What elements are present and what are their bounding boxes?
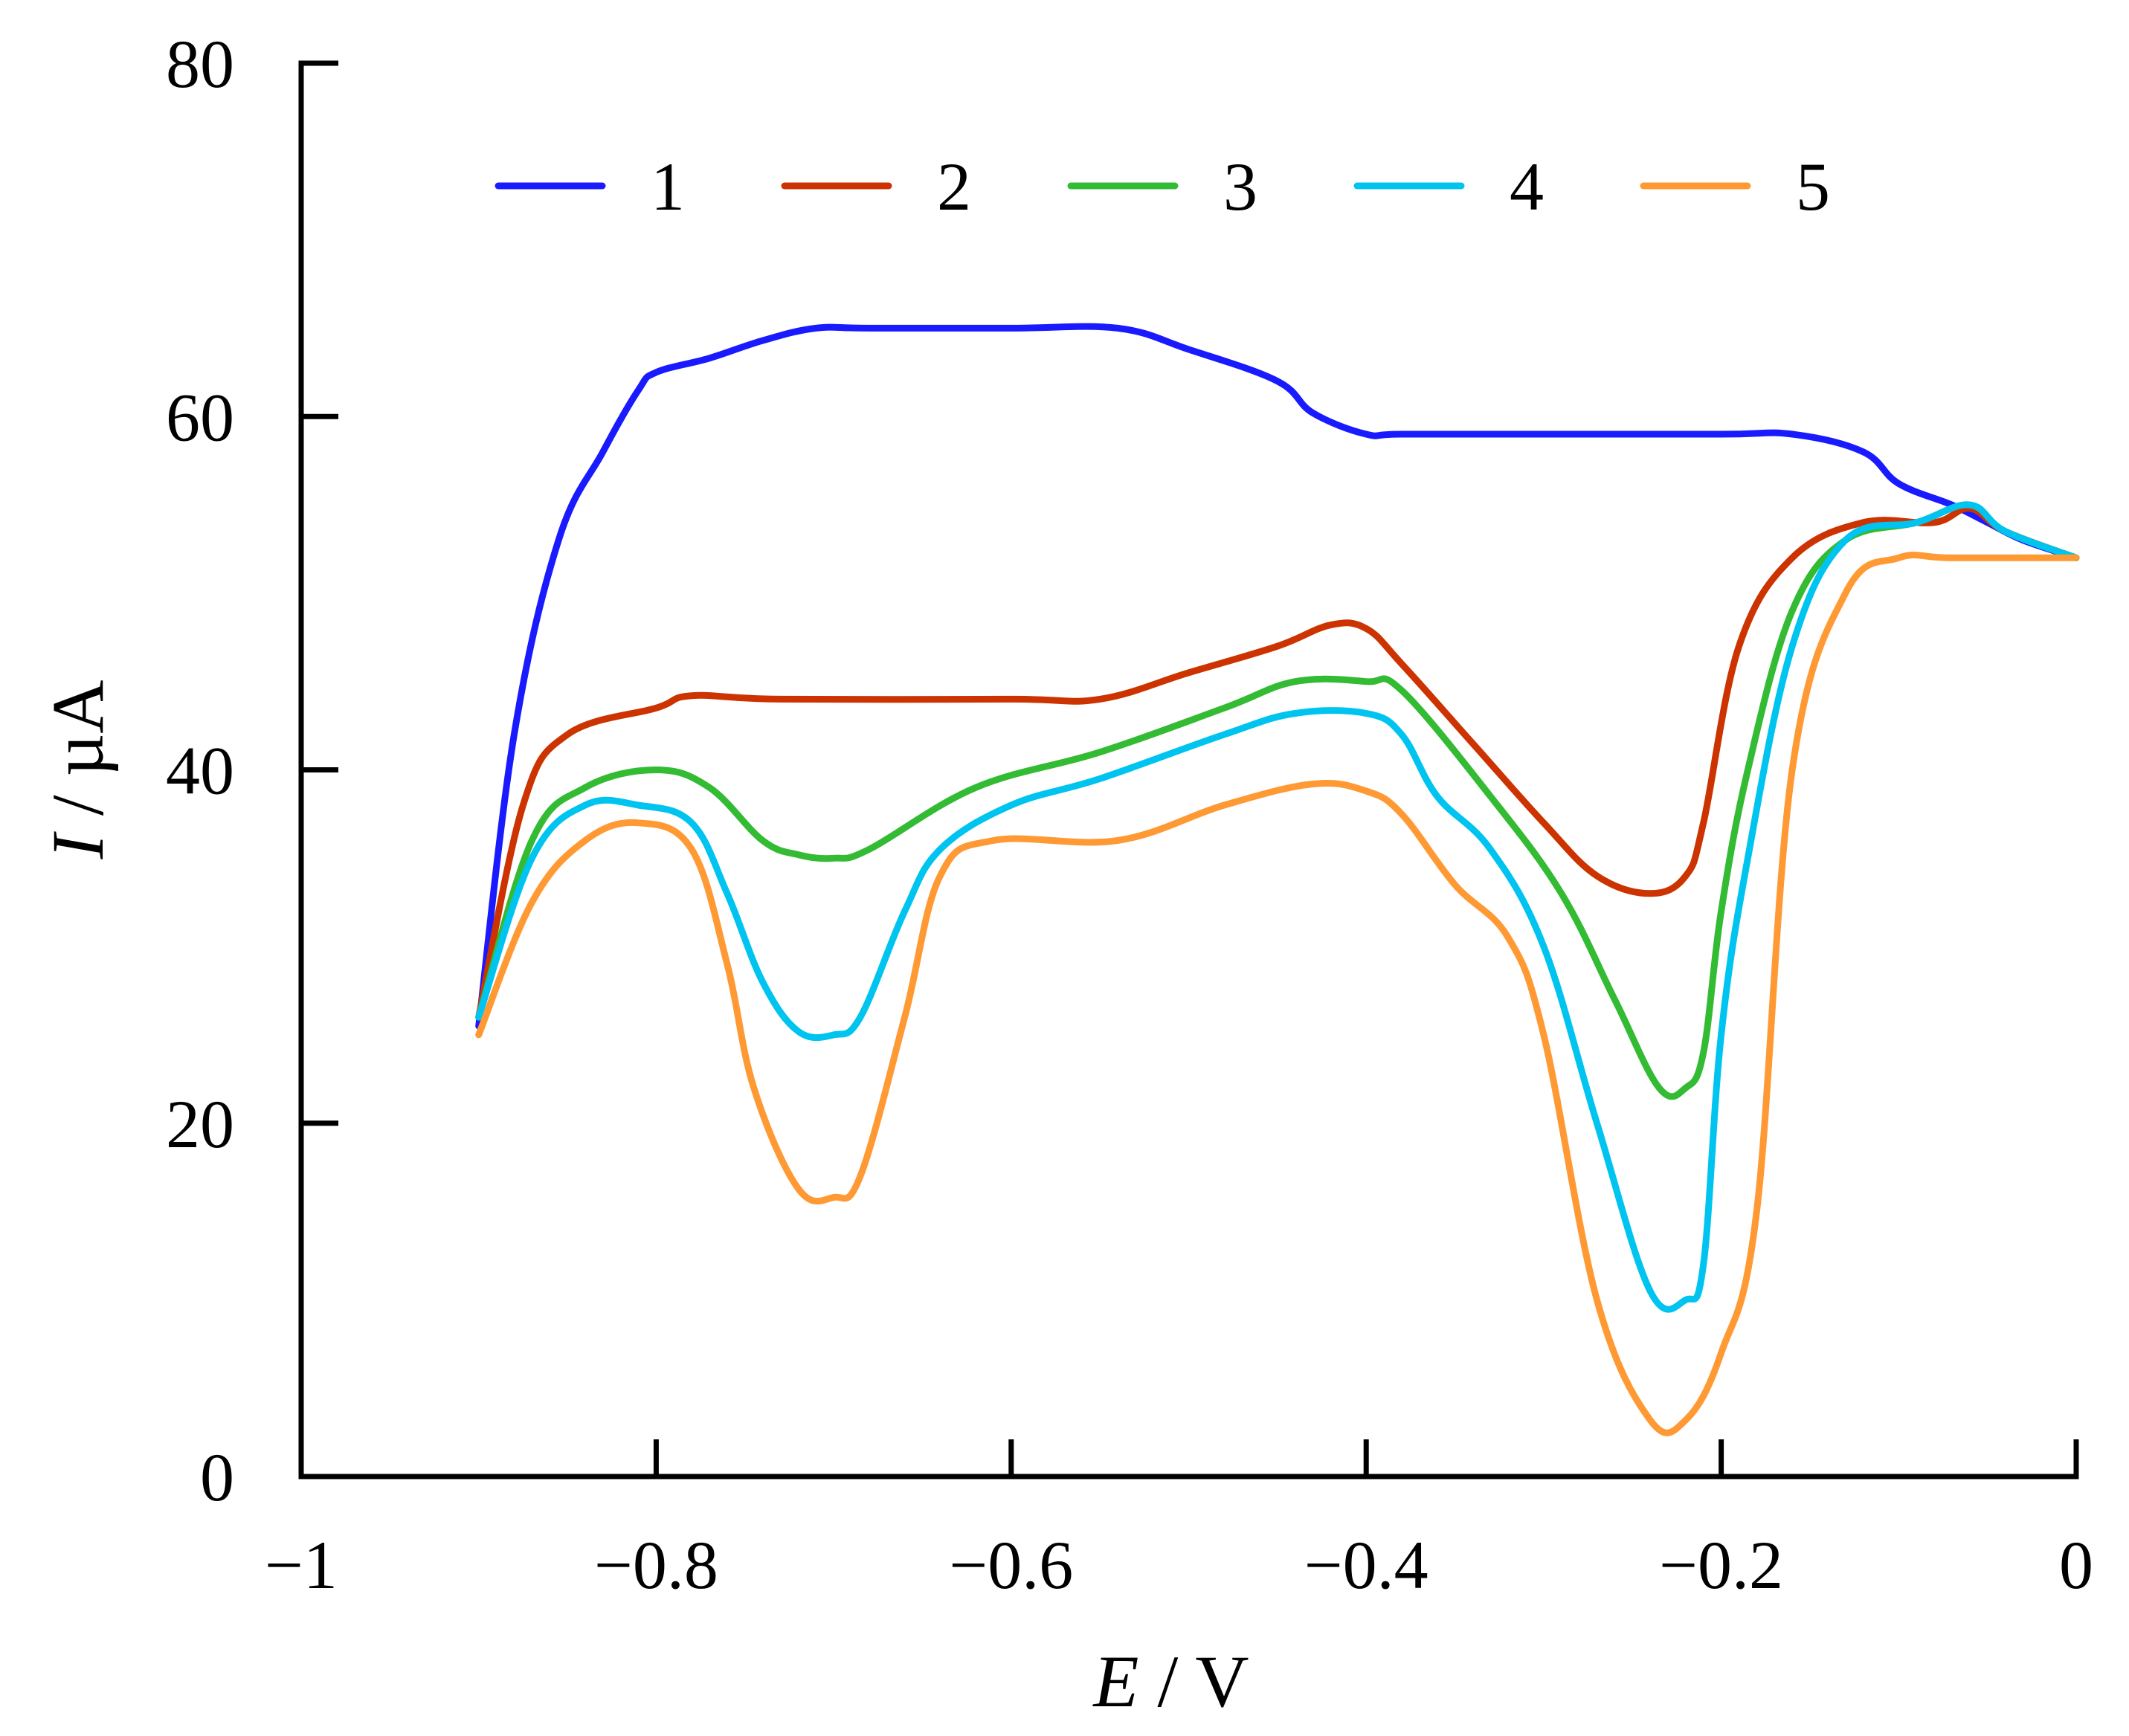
x-tick-label: −0.6 — [949, 1527, 1073, 1603]
x-tick-label: −0.2 — [1659, 1527, 1783, 1603]
series-3-line — [475, 501, 2080, 1100]
series-layer — [475, 323, 2080, 1436]
x-ticks: −1 −0.8 −0.6 −0.4 −0.2 0 — [265, 1439, 2093, 1603]
x-tick-label: −1 — [265, 1527, 338, 1603]
x-tick-label: −0.8 — [594, 1527, 718, 1603]
legend-label-4: 4 — [1510, 149, 1544, 225]
y-tick-label: 0 — [200, 1439, 234, 1515]
y-axis-title: I / µA — [36, 680, 119, 860]
y-tick-label: 60 — [166, 379, 234, 455]
y-ticks: 0 20 40 60 80 — [166, 26, 338, 1515]
legend: 1 2 3 4 5 — [495, 149, 1830, 225]
legend-label-3: 3 — [1223, 149, 1257, 225]
x-tick-label: 0 — [2059, 1527, 2093, 1603]
axes — [298, 60, 2079, 1480]
series-4-line — [475, 501, 2080, 1313]
y-tick-label: 80 — [166, 26, 234, 102]
series-5-line — [475, 552, 2080, 1436]
series-1-line — [475, 323, 2080, 1030]
y-tick-label: 40 — [166, 733, 234, 809]
x-tick-label: −0.4 — [1304, 1527, 1429, 1603]
legend-label-1: 1 — [651, 149, 685, 225]
y-tick-label: 20 — [166, 1086, 234, 1162]
x-axis-title: E / V — [1092, 1640, 1249, 1723]
legend-label-5: 5 — [1796, 149, 1830, 225]
legend-label-2: 2 — [937, 149, 971, 225]
series-2-line — [475, 505, 2080, 1021]
